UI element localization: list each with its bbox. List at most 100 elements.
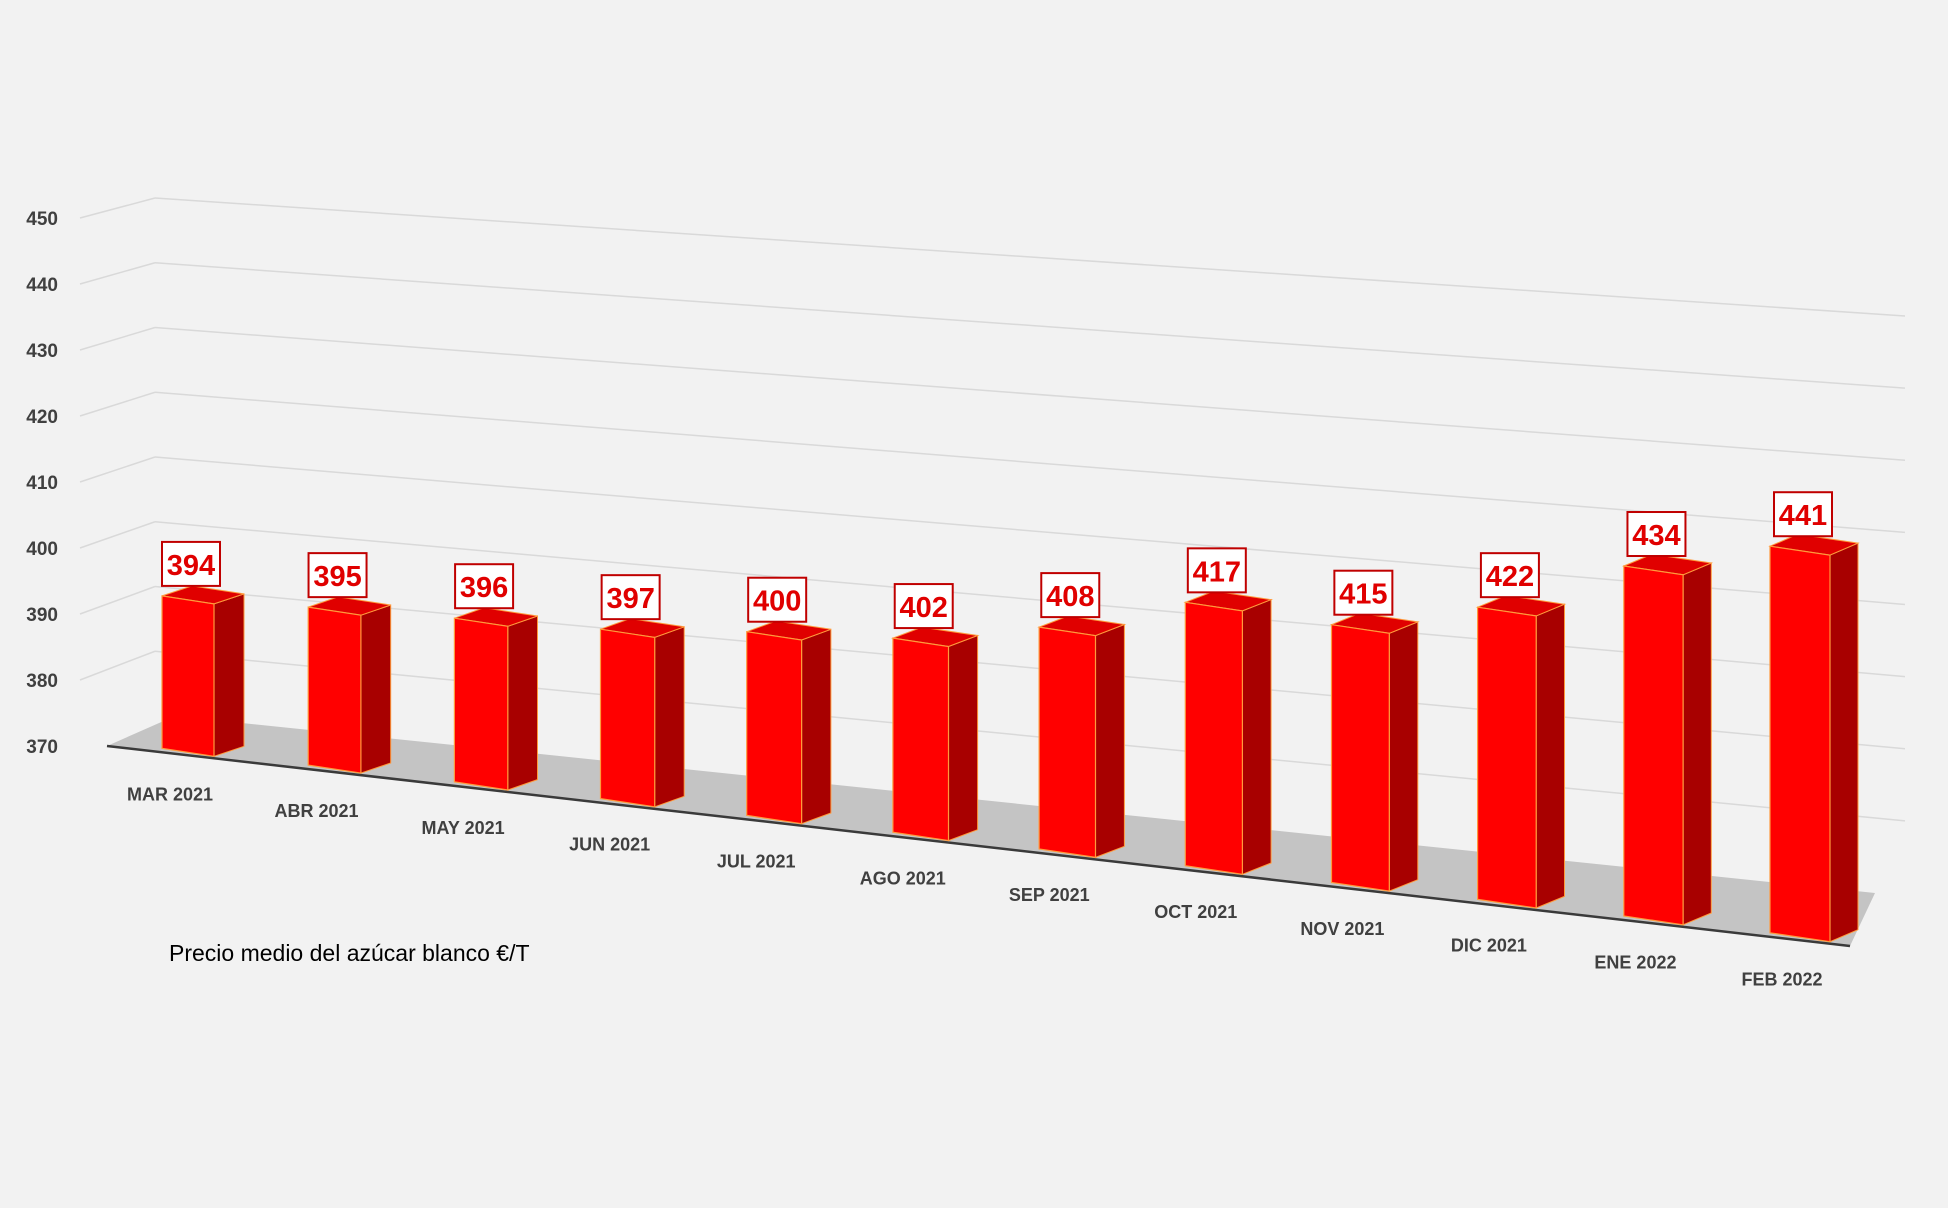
data-label: 397	[600, 574, 661, 621]
bar-side-face	[1682, 562, 1712, 926]
y-tick-label: 420	[26, 407, 58, 428]
data-label-text: 400	[753, 586, 801, 618]
y-tick-label: 440	[26, 275, 58, 296]
data-label: 396	[454, 563, 515, 610]
data-label-text: 434	[1632, 520, 1680, 552]
bar-side-face	[948, 634, 979, 842]
chart-floor	[106, 716, 1875, 948]
data-label-text: 402	[900, 592, 948, 624]
bar	[1183, 590, 1274, 876]
data-label-box	[600, 574, 661, 621]
x-tick-label: ENE 2022	[1594, 952, 1676, 972]
bar-side-face	[801, 628, 832, 825]
y-axis-ticks: 370 380 390 400 410 420 430 440 450	[26, 209, 58, 758]
gridline	[154, 326, 1906, 461]
bar-front-face	[1769, 545, 1831, 943]
data-label-box	[1186, 547, 1247, 594]
bar	[1768, 533, 1860, 943]
y-tick-label: 380	[26, 671, 58, 692]
data-label-box	[893, 583, 954, 630]
floor-plane	[107, 716, 1875, 946]
x-tick-label: AGO 2021	[860, 868, 946, 888]
data-label: 402	[893, 583, 954, 630]
x-tick-label: DIC 2021	[1451, 936, 1527, 956]
gridlines	[79, 197, 1906, 822]
y-tick-label: 430	[26, 341, 58, 362]
bar-front-face	[892, 637, 950, 842]
gridline	[154, 650, 1906, 822]
bar-side-face	[1241, 598, 1272, 876]
data-label: 400	[747, 576, 808, 623]
data-label-text: 395	[313, 561, 361, 593]
gridline	[79, 197, 156, 219]
gridline	[154, 391, 1906, 534]
data-label: 395	[307, 552, 368, 599]
bar-side-face	[1829, 542, 1859, 943]
data-label-box	[454, 563, 515, 610]
bar-front-face	[307, 606, 362, 774]
x-tick-label: NOV 2021	[1300, 919, 1384, 939]
data-label-text: 397	[606, 583, 654, 615]
bars	[161, 533, 1860, 943]
bar-side-face	[1388, 621, 1419, 892]
data-label: 408	[1040, 572, 1101, 619]
data-label-box	[1479, 552, 1540, 599]
data-label-box	[1626, 511, 1687, 558]
data-label-box	[307, 552, 368, 599]
chart-caption: Precio medio del azúcar blanco €/T	[169, 940, 530, 966]
bar-side-face	[654, 626, 685, 808]
data-label: 441	[1773, 491, 1833, 538]
data-label: 422	[1479, 552, 1540, 599]
bar-front-face	[453, 617, 509, 791]
data-label-box	[161, 540, 221, 587]
bar-front-face	[1184, 601, 1244, 875]
bar-side-face	[507, 615, 538, 791]
data-label-text: 422	[1486, 561, 1534, 593]
bar-side-face	[1535, 603, 1565, 909]
gridline	[79, 650, 156, 681]
bar-front-face	[1476, 606, 1537, 909]
x-tick-label: ABR 2021	[275, 801, 359, 821]
bar	[161, 585, 245, 757]
y-tick-label: 400	[26, 539, 58, 560]
bar	[453, 607, 538, 791]
x-axis-categories: MAR 2021 ABR 2021 MAY 2021 JUN 2021 JUL 2021…	[127, 784, 1823, 989]
gridline	[79, 326, 156, 351]
data-label: 415	[1333, 569, 1394, 616]
data-label-text: 415	[1339, 579, 1387, 611]
bar	[890, 626, 980, 842]
x-tick-label: JUN 2021	[569, 835, 650, 855]
data-label-box	[747, 576, 808, 623]
bar	[599, 618, 685, 808]
gridline	[79, 391, 156, 417]
data-labels: 394 395 396 397 400 402 408 417 415 422 434 441	[161, 491, 1833, 630]
bar-side-face	[213, 593, 245, 757]
gridline	[79, 262, 156, 285]
x-tick-label: SEP 2021	[1009, 885, 1090, 905]
x-axis-line	[106, 744, 1851, 948]
x-tick-label: FEB 2022	[1741, 969, 1822, 989]
data-label-box	[1773, 491, 1833, 538]
x-tick-label: MAR 2021	[127, 784, 213, 804]
bar-side-face	[360, 604, 392, 774]
bar	[1329, 612, 1420, 892]
bar-front-face	[1330, 624, 1390, 892]
data-label: 394	[161, 540, 221, 587]
gridline	[154, 262, 1906, 389]
bar-front-face	[1623, 565, 1684, 926]
x-tick-label: OCT 2021	[1154, 902, 1237, 922]
data-label-box	[1333, 569, 1394, 616]
bar-front-face	[599, 628, 656, 808]
data-label-text: 417	[1193, 556, 1241, 588]
bar	[1475, 594, 1567, 909]
bar	[307, 596, 392, 774]
bar-front-face	[1038, 626, 1097, 859]
bar	[1621, 553, 1714, 926]
bar-front-face	[746, 631, 803, 825]
gridline	[79, 521, 156, 549]
data-label: 417	[1186, 547, 1247, 594]
gridline	[154, 197, 1906, 317]
x-tick-label: MAY 2021	[422, 818, 505, 838]
